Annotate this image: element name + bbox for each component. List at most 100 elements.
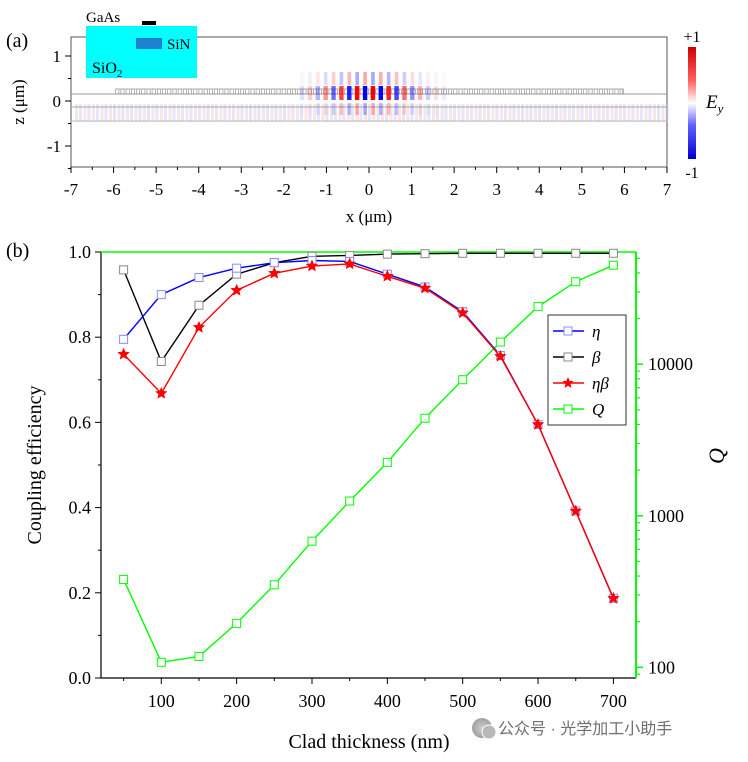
x-tick-label: 400 (374, 691, 401, 711)
field-stripe (410, 104, 414, 122)
legend-label-etabeta: ηβ (592, 374, 609, 393)
field-lobe (378, 86, 384, 100)
panel-a-xtick-label: 3 (492, 180, 501, 199)
field-stripe (334, 104, 337, 122)
data-point-beta (608, 248, 618, 258)
legend-box (547, 314, 627, 426)
panel-a-ytick-label: -1 (47, 137, 61, 156)
field-stripe (381, 104, 384, 122)
data-point-beta (533, 248, 543, 258)
colorbar-min-label: -1 (685, 165, 698, 182)
field-stripe (478, 104, 482, 122)
field-stripe (461, 104, 465, 122)
field-stripe (279, 104, 282, 122)
field-stripe (151, 104, 155, 122)
field-stripe (589, 104, 592, 122)
x-tick-label: 100 (148, 691, 175, 711)
field-stripe (79, 104, 82, 122)
field-stripe (113, 104, 116, 122)
field-stripe (211, 104, 214, 122)
sio2-label-group: SiO2 (92, 60, 122, 80)
legend-marker-beta (563, 352, 573, 362)
field-stripe (419, 104, 422, 122)
x-tick-label: 500 (449, 691, 476, 711)
field-stripe (287, 104, 291, 122)
field-lobe (307, 86, 313, 100)
field-lobe-fringe (355, 103, 359, 115)
wechat-icon-bubble (481, 724, 497, 740)
field-stripe (181, 104, 184, 122)
chart-xlabel: Clad thickness (nm) (288, 731, 449, 753)
field-stripe (75, 104, 78, 122)
field-stripe (636, 104, 639, 122)
data-point-q (420, 413, 430, 423)
field-stripe (249, 104, 252, 122)
field-lobe-fringe (386, 72, 391, 85)
field-stripe (117, 104, 121, 122)
field-stripe (542, 104, 546, 122)
field-stripe (96, 104, 99, 122)
data-point-q (232, 618, 242, 628)
field-stripe (508, 104, 512, 122)
field-lobe-fringe (394, 103, 399, 115)
field-stripe (427, 104, 431, 122)
data-point-beta (194, 300, 204, 310)
field-stripe (257, 104, 261, 122)
field-lobe (370, 86, 376, 100)
field-stripe (291, 104, 295, 122)
panel-a-xtick-label: 2 (450, 180, 459, 199)
field-lobe-fringe (402, 72, 407, 85)
data-point-q (608, 260, 618, 270)
field-lobe-fringe (410, 103, 415, 115)
field-stripe (194, 104, 197, 122)
field-stripe (359, 104, 363, 122)
field-stripe (168, 104, 172, 122)
colorbar-field-sub: y (716, 101, 724, 116)
field-lobe-fringe (316, 72, 320, 85)
field-stripe (121, 104, 125, 122)
series-line-q (122, 264, 614, 663)
panel-a-xtick-label: -2 (277, 180, 291, 199)
panel-a-xtick-label: 5 (578, 180, 587, 199)
series-line-etabeta (123, 263, 615, 599)
field-stripe (321, 104, 325, 122)
data-point-q (156, 657, 166, 667)
field-lobe-fringe (316, 103, 320, 115)
data-point-etabeta (494, 349, 507, 362)
field-stripe (597, 104, 601, 122)
data-point-etabeta (607, 591, 620, 604)
field-lobe-fringe (323, 72, 328, 85)
field-lobe-fringe (331, 72, 336, 85)
field-stripe (389, 104, 393, 122)
field-stripe (440, 104, 444, 122)
cavity-field-mode (299, 72, 447, 115)
field-lobe-fringe (371, 72, 375, 85)
field-stripe (572, 104, 575, 122)
field-stripe (355, 104, 359, 122)
data-point-eta (232, 263, 242, 273)
field-stripe (138, 104, 142, 122)
field-lobe-fringe (308, 103, 312, 115)
field-stripe (313, 104, 316, 122)
field-stripe (385, 104, 388, 122)
field-lobe-fringe (347, 72, 352, 85)
field-stripe (521, 104, 524, 122)
field-stripe (134, 104, 138, 122)
field-lobe (323, 86, 328, 100)
field-stripe (274, 104, 278, 122)
panel-a-xtick-label: 1 (407, 180, 416, 199)
data-point-etabeta (531, 417, 545, 430)
field-stripe (491, 104, 495, 122)
data-point-etabeta (456, 306, 470, 319)
field-lobe (433, 86, 439, 100)
data-point-etabeta (343, 257, 356, 270)
panel-a-xtick-label: 0 (365, 180, 374, 199)
field-stripe (83, 104, 87, 122)
field-stripe (202, 104, 206, 122)
field-stripe (155, 104, 159, 122)
field-lobe (410, 86, 415, 100)
gaas-label: GaAs (86, 10, 120, 26)
field-lobe-fringe (418, 72, 422, 85)
field-stripe (602, 104, 605, 122)
x-tick-label: 300 (298, 691, 325, 711)
